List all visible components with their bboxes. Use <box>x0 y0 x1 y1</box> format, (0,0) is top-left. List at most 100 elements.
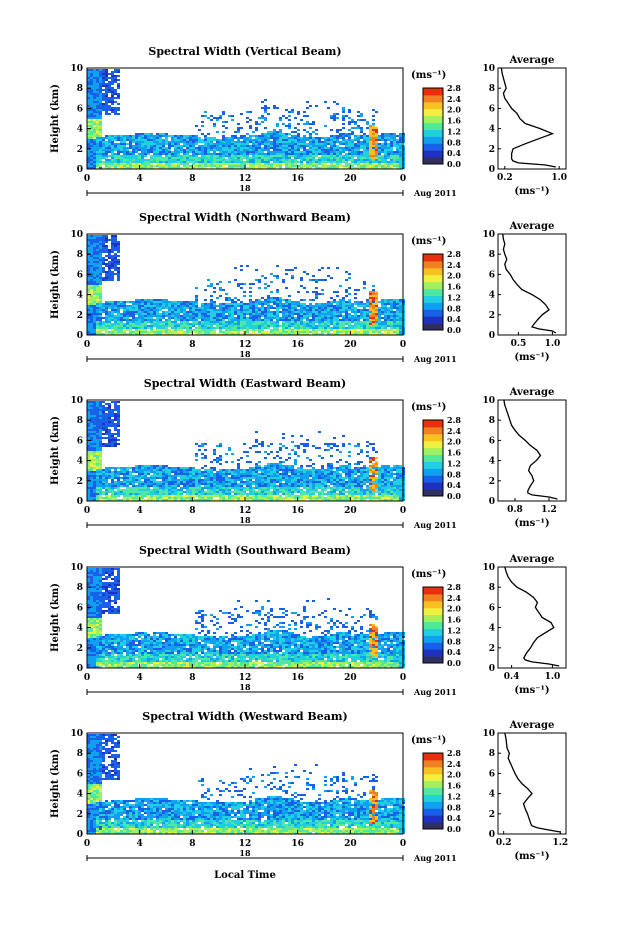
colorbar-swatch <box>423 468 443 476</box>
colorbar-tick-label: 2.4 <box>447 759 461 769</box>
average-title: Average <box>509 221 555 232</box>
average-y-tick-label: 8 <box>489 416 495 426</box>
colorbar-swatch <box>423 440 443 449</box>
x-tick-label: 0 <box>400 839 406 849</box>
colorbar-tick-label: 0.8 <box>447 636 461 646</box>
y-tick-label: 2 <box>77 145 83 155</box>
y-tick-label: 6 <box>77 104 83 114</box>
colorbar-tick-label: 1.2 <box>447 126 461 136</box>
average-y-tick-label: 8 <box>489 749 495 759</box>
panel-5: Spectral Width (Westward Beam) 0 2 4 6 8 10 0 4 8… <box>50 710 568 863</box>
colorbar-swatch <box>423 642 443 650</box>
colorbar-tick-label: 0.0 <box>447 325 461 335</box>
colorbar-tick-label: 2.0 <box>447 105 461 115</box>
colorbar-tick-label: 2.4 <box>447 260 461 270</box>
average-y-tick-label: 4 <box>489 125 495 135</box>
date-label: Aug 2011 <box>413 687 457 697</box>
average-profile-line <box>504 732 561 833</box>
day-marker: 18 <box>239 183 251 193</box>
heatmap-cells <box>87 734 405 834</box>
colorbar-tick-label: 1.2 <box>447 292 461 302</box>
colorbar-swatch <box>423 254 443 262</box>
x-tick-label: 12 <box>239 174 252 184</box>
day-marker: 18 <box>239 515 251 525</box>
colorbar-swatch <box>423 759 443 768</box>
colorbar-swatch <box>423 267 443 276</box>
colorbar-swatch <box>423 753 443 761</box>
colorbar-swatch <box>423 787 443 795</box>
colorbar-tick-label: 0.4 <box>447 647 461 657</box>
colorbar-frame <box>422 419 444 497</box>
y-tick-label: 4 <box>77 125 83 135</box>
x-tick-label: 12 <box>239 673 252 683</box>
average-y-tick-label: 4 <box>489 457 495 467</box>
average-x-label: (ms⁻¹) <box>514 352 549 363</box>
average-y-tick-label: 4 <box>489 624 495 634</box>
colorbar-tick-label: 1.6 <box>447 781 461 791</box>
average-y-tick-label: 2 <box>489 644 495 654</box>
average-y-tick-label: 0 <box>489 830 495 840</box>
colorbar-swatch <box>423 309 443 317</box>
colorbar-tick-label: 2.0 <box>447 604 461 614</box>
colorbar-frame <box>422 752 444 830</box>
colorbar-swatch <box>423 281 443 290</box>
colorbar-swatch <box>423 108 443 117</box>
average-profile-line <box>502 233 557 334</box>
colorbar-tick-label: 2.8 <box>447 748 461 758</box>
average-x-tick-label: 1.0 <box>551 173 567 183</box>
colorbar-swatch <box>423 801 443 809</box>
y-tick-label: 10 <box>70 563 83 573</box>
colorbar-tick-label: 2.4 <box>447 593 461 603</box>
colorbar-tick-label: 0.0 <box>447 658 461 668</box>
x-tick-label: 4 <box>137 506 143 516</box>
y-tick-label: 4 <box>77 291 83 301</box>
y-tick-label: 2 <box>77 644 83 654</box>
colorbar-swatch <box>423 815 443 823</box>
panel-title: Spectral Width (Northward Beam) <box>139 211 351 224</box>
x-tick-label: 4 <box>137 839 143 849</box>
x-tick-label: 0 <box>84 506 90 516</box>
colorbar-tick-label: 0.8 <box>447 303 461 313</box>
x-tick-label: 12 <box>239 506 252 516</box>
average-y-tick-label: 8 <box>489 250 495 260</box>
day-marker: 18 <box>239 848 251 858</box>
colorbar-tick-label: 0.8 <box>447 137 461 147</box>
average-frame <box>497 566 567 669</box>
colorbar-swatch <box>423 600 443 609</box>
x-tick-label: 8 <box>189 340 195 350</box>
average-y-tick-label: 4 <box>489 790 495 800</box>
colorbar-tick-label: 2.0 <box>447 437 461 447</box>
colorbar-swatch <box>423 316 443 324</box>
colorbar-tick-label: 1.6 <box>447 116 461 126</box>
y-tick-label: 0 <box>77 497 83 507</box>
colorbar-tick-label: 2.8 <box>447 249 461 259</box>
average-x-label: (ms⁻¹) <box>514 518 549 529</box>
y-tick-label: 10 <box>70 230 83 240</box>
colorbar-tick-label: 0.4 <box>447 148 461 158</box>
colorbar-label: (ms⁻¹) <box>411 735 446 746</box>
x-tick-label: 20 <box>344 506 357 516</box>
colorbar-tick-label: 0.0 <box>447 491 461 501</box>
date-label: Aug 2011 <box>413 853 457 863</box>
y-tick-label: 6 <box>77 603 83 613</box>
colorbar-tick-label: 0.4 <box>447 314 461 324</box>
average-x-label: (ms⁻¹) <box>514 851 549 862</box>
average-y-tick-label: 2 <box>489 810 495 820</box>
colorbar-tick-label: 0.4 <box>447 480 461 490</box>
x-tick-label: 0 <box>84 340 90 350</box>
colorbar-swatch <box>423 635 443 643</box>
average-y-tick-label: 0 <box>489 497 495 507</box>
colorbar-tick-label: 1.6 <box>447 448 461 458</box>
y-tick-label: 0 <box>77 165 83 175</box>
heatmap-cells <box>87 69 405 169</box>
average-x-label: (ms⁻¹) <box>514 685 549 696</box>
colorbar-swatch <box>423 587 443 595</box>
colorbar-swatch <box>423 101 443 110</box>
panel-title: Spectral Width (Eastward Beam) <box>144 377 346 390</box>
colorbar-frame <box>422 87 444 165</box>
average-x-tick-label: 0.4 <box>504 672 520 682</box>
x-tick-label: 4 <box>137 673 143 683</box>
colorbar-swatch <box>423 122 443 130</box>
colorbar-swatch <box>423 628 443 636</box>
